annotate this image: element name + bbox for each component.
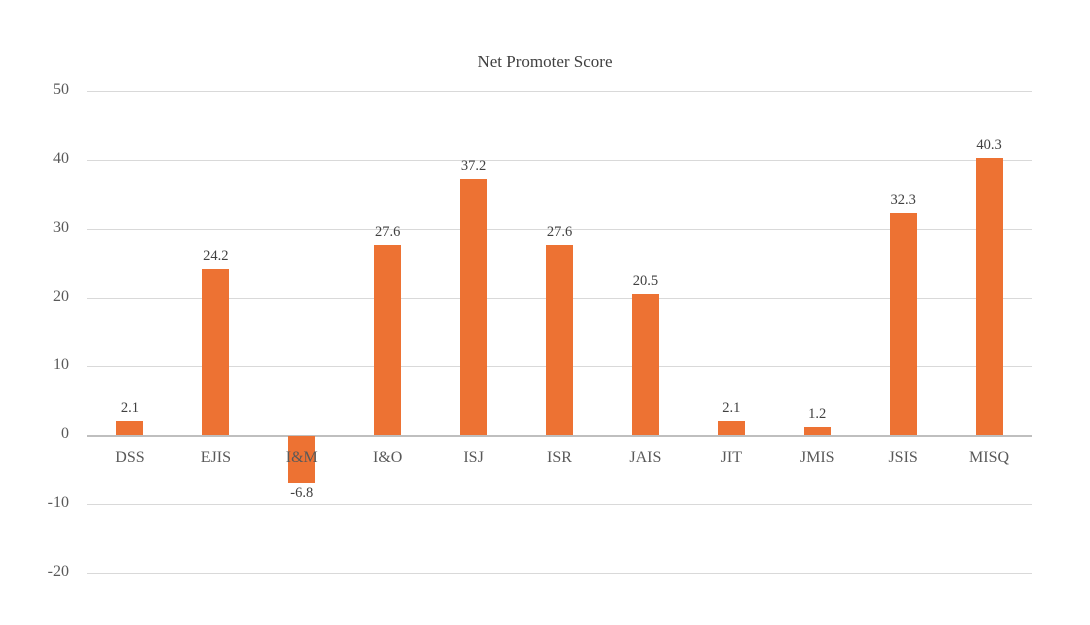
data-label: -6.8 — [290, 485, 314, 502]
bar-im — [288, 436, 316, 484]
x-tick-label: DSS — [115, 449, 145, 466]
bar-isr — [546, 245, 573, 436]
x-tick-label: JMIS — [799, 449, 835, 466]
data-label: 27.6 — [374, 224, 401, 241]
gridline — [87, 91, 1032, 92]
y-tick-label: -20 — [47, 563, 69, 580]
bar-io — [374, 245, 402, 436]
x-tick-label: EJIS — [200, 449, 231, 466]
data-label: 32.3 — [890, 191, 916, 208]
gridline — [87, 573, 1032, 574]
gridline — [87, 228, 1032, 230]
bar-jsis — [889, 212, 917, 436]
data-label: 40.3 — [976, 136, 1002, 153]
data-label: 37.2 — [460, 158, 487, 175]
y-tick-label: 20 — [53, 287, 69, 305]
chart-title: Net Promoter Score — [477, 52, 613, 71]
x-tick-label: ISJ — [463, 449, 484, 466]
x-tick-label: ISR — [547, 449, 572, 466]
gridline — [87, 504, 1032, 506]
bar-dss — [116, 420, 144, 436]
y-tick-label: -10 — [47, 494, 69, 512]
y-tick-label: 50 — [53, 81, 69, 98]
bar-isj — [460, 179, 488, 436]
x-tick-label: I&O — [373, 449, 403, 466]
x-tick-label: I&M — [285, 449, 318, 466]
data-label: 20.5 — [632, 273, 659, 290]
x-tick-label: JAIS — [629, 449, 662, 466]
bar-misq — [975, 157, 1003, 436]
y-tick-label: 0 — [61, 425, 69, 443]
data-label: 27.6 — [546, 224, 573, 241]
y-tick-label: 10 — [53, 356, 69, 374]
y-tick-label: 40 — [53, 149, 69, 167]
gridline — [87, 159, 1032, 161]
plot-area: 50 40 30 20 10 0 -10 -20 2.1 DSS 24.2 EJIS -6.8 I&M 27… — [48, 81, 1032, 580]
data-label: 1.2 — [808, 406, 827, 423]
zero-axis-line — [87, 435, 1032, 438]
data-label: 24.2 — [203, 247, 229, 264]
bar-jais — [631, 294, 659, 436]
bar-jit — [717, 420, 745, 436]
x-tick-label: JIT — [720, 449, 742, 466]
x-tick-label: MISQ — [969, 449, 1010, 466]
data-label: 2.1 — [722, 399, 741, 416]
data-label: 2.1 — [120, 399, 140, 416]
y-tick-label: 30 — [53, 218, 69, 236]
x-tick-label: JSIS — [888, 449, 918, 466]
bar-jmis — [803, 427, 831, 436]
bar-ejis — [202, 268, 230, 436]
